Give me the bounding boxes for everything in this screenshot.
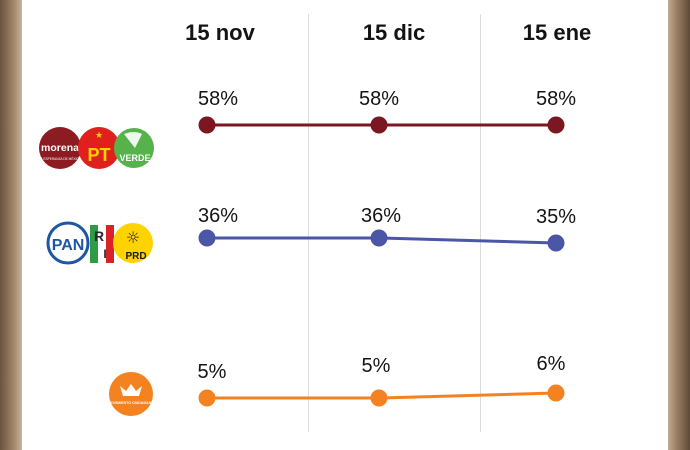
point-pan-2 — [370, 229, 388, 247]
eagle-icon — [120, 384, 142, 396]
pri-white-stripe — [98, 225, 106, 263]
pt-logo-circle — [78, 127, 120, 169]
prd-logo-text: PRD — [125, 251, 146, 262]
header-15-nov: 15 nov — [185, 20, 255, 45]
point-mc-1 — [198, 389, 216, 407]
verde-logo-text: VERDE — [119, 153, 150, 163]
label-morena-ene: 58% — [535, 88, 577, 110]
label-mc-ene: 6% — [536, 353, 566, 375]
gridline-1 — [308, 14, 309, 432]
point-morena-2 — [370, 116, 388, 134]
point-mc-3 — [547, 384, 565, 402]
label-pan-dic: 36% — [360, 205, 402, 227]
logo-pan-pri-prd: PAN R I ☼ PRD — [46, 221, 153, 265]
gridline-2 — [480, 14, 481, 432]
toucan-icon — [124, 132, 142, 148]
label-pan-nov: 36% — [197, 205, 239, 227]
pt-logo-text: PT — [87, 145, 110, 165]
background-edge-right — [668, 0, 690, 450]
point-mc-2 — [370, 389, 388, 407]
label-mc-nov: 5% — [197, 361, 227, 383]
point-morena-1 — [198, 116, 216, 134]
pan-logo-text: PAN — [52, 237, 85, 254]
point-morena-3 — [547, 116, 565, 134]
prd-logo-circle — [113, 223, 153, 263]
header-15-ene: 15 ene — [522, 20, 592, 45]
logo-morena-pt-verde: morena LA ESPERANZA DE MÉXICO ★ PT VERDE — [39, 127, 154, 169]
aztec-sun-icon: ☼ — [126, 228, 140, 247]
label-pan-ene: 35% — [535, 206, 577, 228]
pri-red-stripe — [106, 225, 114, 263]
pan-logo-circle — [46, 221, 90, 265]
pri-logo-i: I — [103, 247, 106, 261]
label-mc-dic: 5% — [361, 355, 391, 377]
point-pan-3 — [547, 234, 565, 252]
logo-movimiento-ciudadano: MOVIMIENTO CIUDADANO — [108, 372, 154, 416]
background-edge-left — [0, 0, 22, 450]
point-pan-1 — [198, 229, 216, 247]
header-15-dic: 15 dic — [362, 20, 426, 45]
label-morena-nov: 58% — [197, 88, 239, 110]
morena-logo-circle — [39, 127, 81, 169]
mc-logo-text: MOVIMIENTO CIUDADANO — [108, 401, 154, 405]
verde-logo-circle — [114, 128, 154, 168]
pri-green-stripe — [90, 225, 98, 263]
pt-star-icon: ★ — [95, 131, 103, 141]
morena-logo-text: morena — [41, 142, 79, 154]
pri-logo-r: R — [94, 228, 104, 244]
label-morena-dic: 58% — [358, 88, 400, 110]
morena-logo-subtext: LA ESPERANZA DE MÉXICO — [39, 156, 82, 161]
